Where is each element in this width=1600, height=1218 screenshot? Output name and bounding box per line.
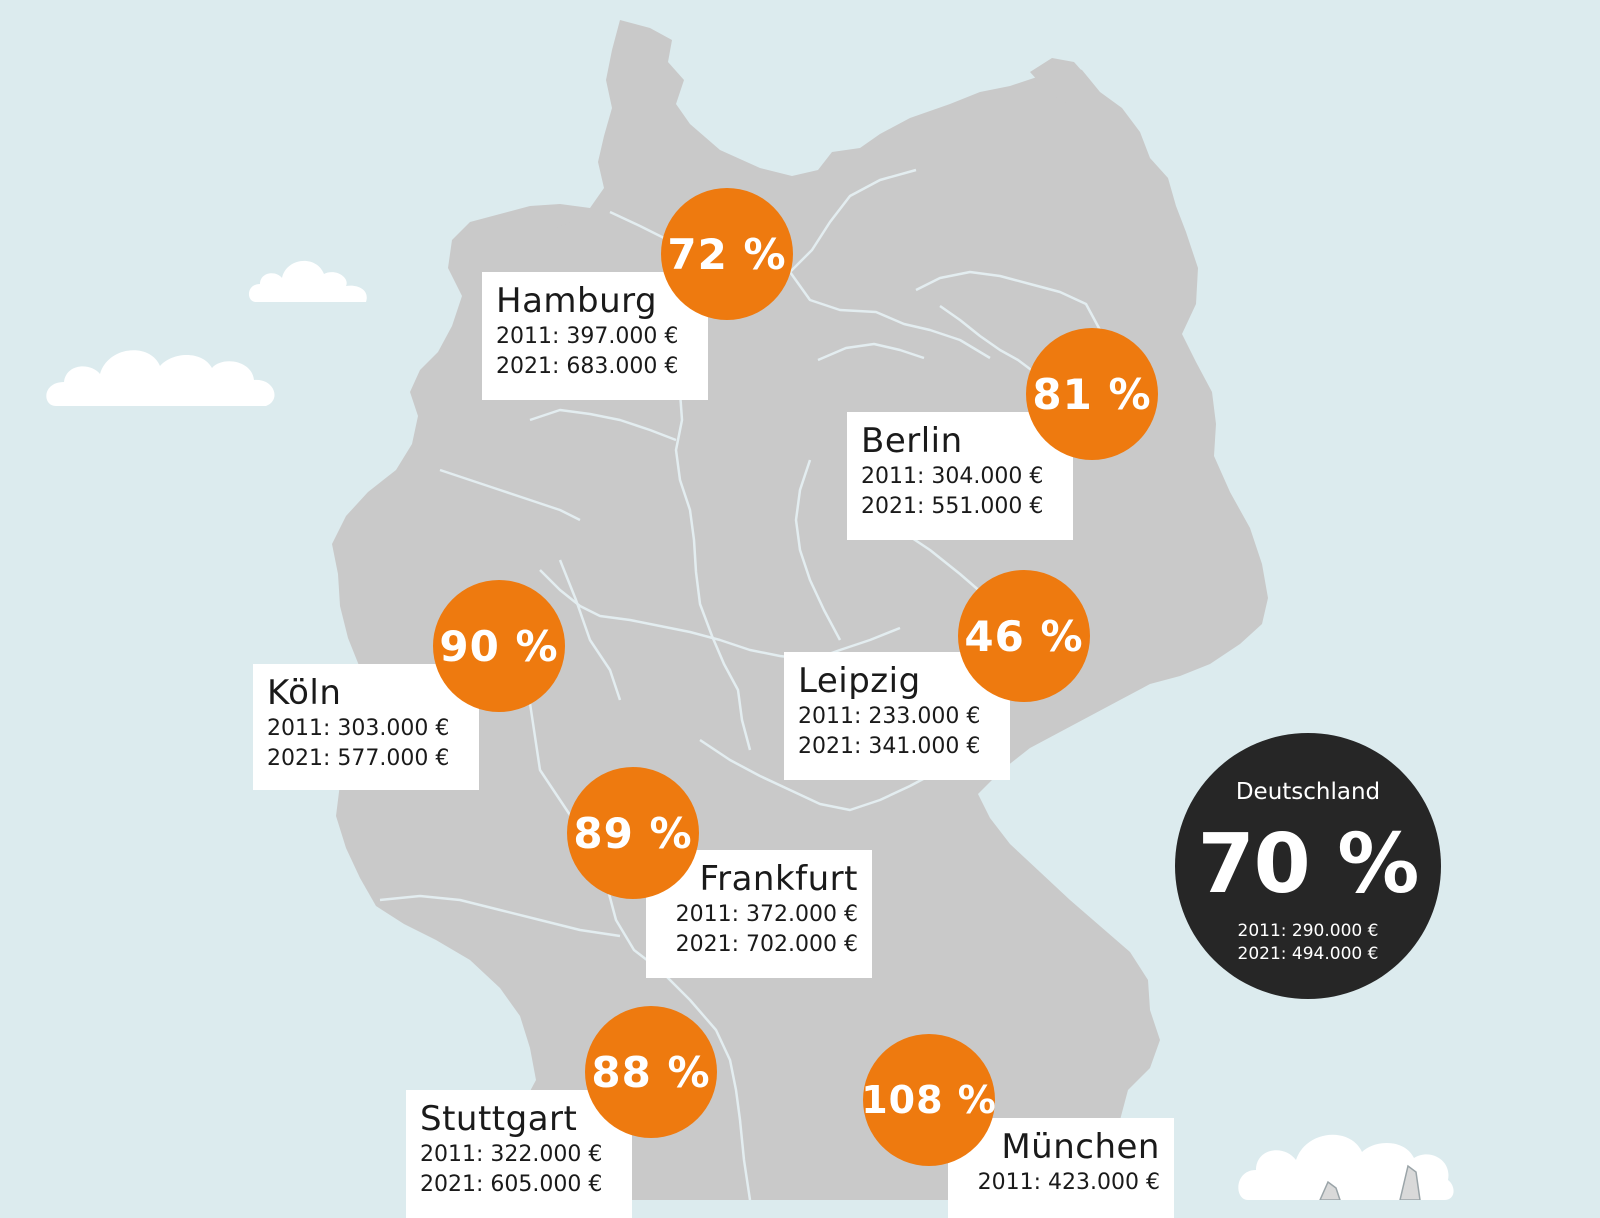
city-name: Stuttgart — [420, 1099, 578, 1139]
price-2011: 2011: 322.000 € — [420, 1142, 603, 1167]
price-2011: 2011: 423.000 € — [977, 1170, 1160, 1195]
cloud-icon — [46, 350, 275, 406]
price-2021: 2021: 702.000 € — [675, 932, 858, 957]
airplane-icon — [1319, 1164, 1421, 1200]
city-name: Berlin — [861, 421, 963, 461]
city-label-hamburg: Hamburg 2011: 397.000 € 2021: 683.000 € — [482, 272, 708, 400]
national-percent: 70 % — [1197, 817, 1420, 912]
price-2011: 2011: 233.000 € — [798, 704, 981, 729]
city-name: Leipzig — [798, 661, 921, 701]
price-2011: 2011: 372.000 € — [675, 902, 858, 927]
north-sea-islands — [534, 222, 580, 248]
percent-badge-koeln: 90 % — [433, 580, 565, 712]
baltic-island — [1030, 58, 1090, 104]
city-label-frankfurt: Frankfurt 2011: 372.000 € 2021: 702.000 … — [646, 850, 872, 978]
percent-badge-stuttgart: 88 % — [585, 1006, 717, 1138]
city-label-berlin: Berlin 2011: 304.000 € 2021: 551.000 € — [847, 412, 1073, 540]
price-2011: 2011: 304.000 € — [861, 464, 1044, 489]
price-2011: 2011: 303.000 € — [267, 716, 450, 741]
city-label-koeln: Köln 2011: 303.000 € 2021: 577.000 € — [253, 664, 479, 790]
price-2021: 2021: 605.000 € — [420, 1172, 603, 1197]
price-2021: 2021: 683.000 € — [496, 354, 679, 379]
price-2021: 2021: 551.000 € — [861, 494, 1044, 519]
national-badge: Deutschland 70 % 2011: 290.000 € 2021: 4… — [1175, 733, 1441, 999]
percent-badge-hamburg: 72 % — [661, 188, 793, 320]
percent-badge-frankfurt: 89 % — [567, 767, 699, 899]
cloud-icon — [248, 260, 367, 302]
percent-badge-berlin: 81 % — [1026, 328, 1158, 460]
city-name: München — [1001, 1127, 1160, 1167]
city-name: Hamburg — [496, 281, 658, 321]
price-2011: 2011: 397.000 € — [496, 324, 679, 349]
cloud-icon — [1238, 1134, 1454, 1200]
percent-badge-muenchen: 108 % — [861, 1034, 996, 1166]
city-name: Frankfurt — [699, 859, 858, 899]
national-label: Deutschland — [1235, 779, 1381, 805]
percent-badge-leipzig: 46 % — [958, 570, 1090, 702]
price-2021: 2021: 577.000 € — [267, 746, 450, 771]
city-label-stuttgart: Stuttgart 2011: 322.000 € 2021: 605.000 … — [406, 1090, 632, 1218]
city-name: Köln — [267, 673, 342, 713]
national-price-2021: 2021: 494.000 € — [1237, 944, 1379, 964]
national-price-2011: 2011: 290.000 € — [1237, 921, 1379, 941]
price-2021: 2021: 341.000 € — [798, 734, 981, 759]
